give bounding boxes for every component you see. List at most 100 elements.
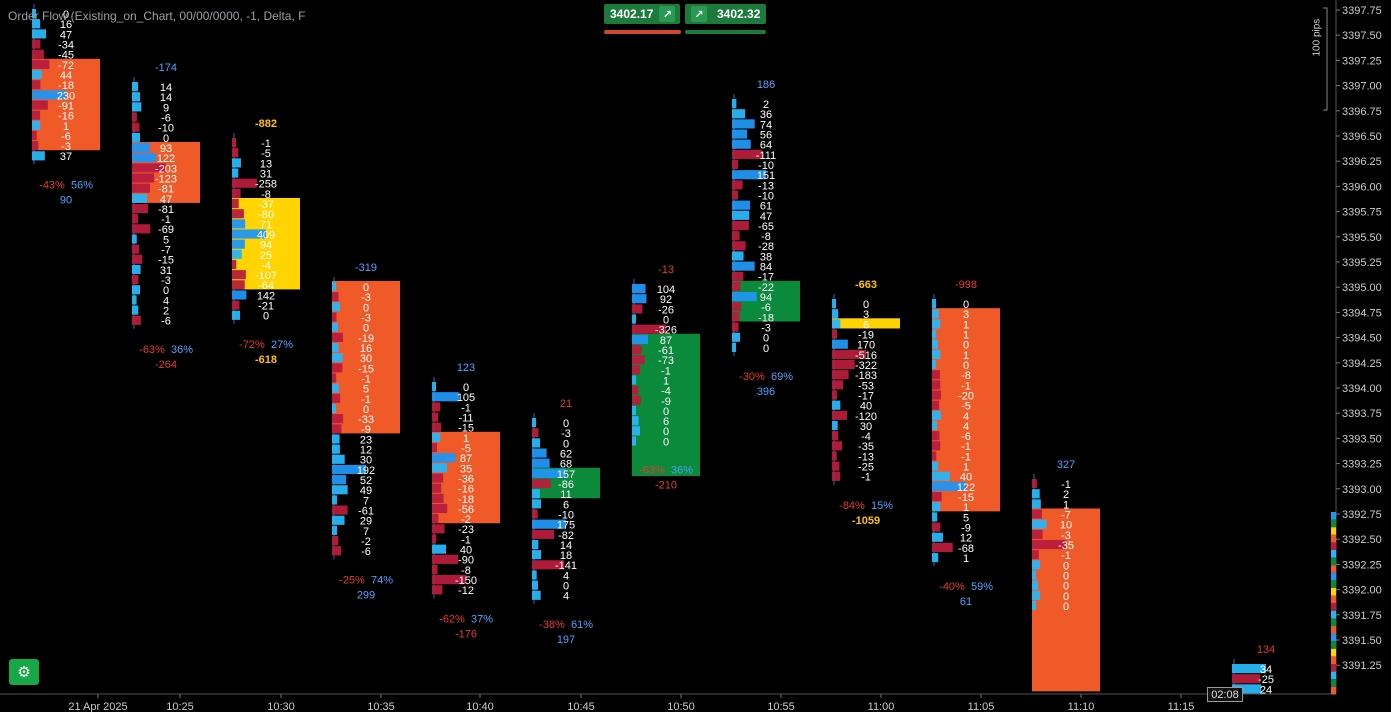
volume-bar — [932, 299, 936, 309]
volume-bar — [832, 431, 839, 441]
y-axis-label: 3393.75 — [1342, 408, 1382, 420]
cell-delta: -1 — [361, 394, 371, 406]
y-axis-label: 3392.00 — [1342, 585, 1382, 597]
cell-delta: 93 — [160, 143, 172, 155]
volume-bar — [1232, 684, 1262, 694]
volume-bar — [932, 512, 938, 522]
volume-bar — [832, 410, 847, 420]
cell-delta: 1 — [463, 433, 469, 445]
price-strip-segment — [1331, 565, 1336, 573]
sell-percent: -30% — [739, 371, 765, 383]
volume-bar — [1032, 489, 1040, 499]
cell-delta: -33 — [358, 414, 374, 426]
volume-bar — [632, 426, 640, 436]
volume-bar — [232, 209, 244, 219]
volume-bar — [332, 505, 348, 515]
cell-delta: -9 — [361, 424, 371, 436]
cell-delta: 5 — [363, 384, 369, 396]
cell-delta: 14 — [560, 540, 572, 552]
cell-delta: 0 — [563, 418, 569, 430]
volume-bar — [632, 395, 641, 405]
candle-bottom-delta: 197 — [557, 634, 575, 646]
price-strip-segment — [1331, 527, 1336, 535]
cell-delta: -26 — [658, 304, 674, 316]
volume-bar — [432, 382, 436, 392]
volume-bar — [332, 393, 341, 403]
volume-bar — [332, 363, 343, 373]
cell-delta: 0 — [963, 360, 969, 372]
volume-bar — [532, 448, 547, 458]
volume-bar — [932, 309, 939, 319]
cell-delta: -17 — [858, 390, 874, 402]
cell-delta: -141 — [555, 560, 577, 572]
volume-bar — [432, 534, 437, 544]
volume-bar — [332, 312, 337, 322]
price-strip-segment — [1331, 656, 1336, 664]
cell-delta: -5 — [461, 443, 471, 455]
cell-delta: -68 — [958, 543, 974, 555]
volume-bar — [232, 219, 246, 229]
cell-delta: -18 — [58, 80, 74, 92]
cell-delta: -1 — [961, 380, 971, 392]
volume-bar — [332, 525, 338, 535]
cell-delta: -111 — [756, 150, 776, 162]
volume-bar — [932, 349, 941, 359]
cell-delta: -183 — [855, 370, 877, 382]
volume-bar — [232, 280, 245, 290]
volume-bar — [1032, 529, 1043, 539]
cell-delta: 23 — [360, 434, 372, 446]
sell-price: 3402.17 — [610, 7, 654, 21]
cell-delta: 1 — [963, 319, 969, 331]
volume-bar — [732, 322, 739, 332]
volume-bar — [832, 451, 837, 461]
cell-delta: -150 — [455, 575, 477, 587]
cell-delta: 47 — [60, 29, 72, 41]
cell-delta: -61 — [658, 345, 674, 357]
cell-delta: 49 — [360, 485, 372, 497]
volume-bar — [632, 294, 647, 304]
volume-bar — [932, 502, 941, 512]
volume-bar — [232, 158, 241, 168]
cell-delta: 29 — [360, 516, 372, 528]
volume-bar — [432, 575, 466, 585]
volume-bar — [732, 231, 740, 241]
y-axis-label: 3397.50 — [1342, 30, 1382, 42]
cell-delta: -1 — [961, 441, 971, 453]
x-axis-label: 11:15 — [1168, 701, 1195, 712]
volume-bar — [932, 461, 939, 471]
volume-bar — [932, 420, 937, 431]
volume-bar — [632, 416, 639, 426]
y-axis-label: 3393.50 — [1342, 433, 1382, 445]
volume-bar — [732, 220, 749, 231]
cell-delta: -90 — [458, 555, 474, 567]
sell-price-button[interactable]: 3402.17 ↗ — [604, 4, 680, 24]
cell-delta: -6 — [161, 112, 171, 124]
cell-delta: -18 — [758, 312, 774, 324]
cell-delta: -17 — [758, 272, 774, 284]
volume-bar — [932, 532, 943, 542]
cell-delta: -15 — [158, 255, 174, 267]
cell-delta: -9 — [661, 396, 671, 408]
volume-bar — [632, 334, 649, 344]
volume-bar — [932, 359, 936, 370]
volume-bar — [1032, 539, 1066, 550]
volume-bar — [132, 203, 148, 214]
volume-bar — [132, 173, 155, 183]
candle-bottom-delta: -210 — [655, 480, 677, 492]
volume-bar — [432, 422, 441, 432]
volume-bar — [632, 344, 642, 355]
volume-bar — [732, 200, 751, 210]
cell-delta: 6 — [863, 319, 869, 331]
volume-bar — [732, 210, 750, 220]
volume-bar — [532, 570, 537, 580]
volume-bar — [32, 110, 41, 120]
buy-price-button[interactable]: ↗ 3402.32 — [685, 4, 766, 24]
candle-bottom-delta: -618 — [255, 354, 277, 366]
cell-delta: -22 — [758, 282, 774, 294]
volume-bar — [832, 319, 841, 329]
cell-delta: 1 — [963, 350, 969, 362]
volume-bar — [732, 159, 738, 170]
add-indicator-button[interactable]: ⚙ — [9, 659, 39, 685]
volume-bar — [332, 434, 340, 444]
